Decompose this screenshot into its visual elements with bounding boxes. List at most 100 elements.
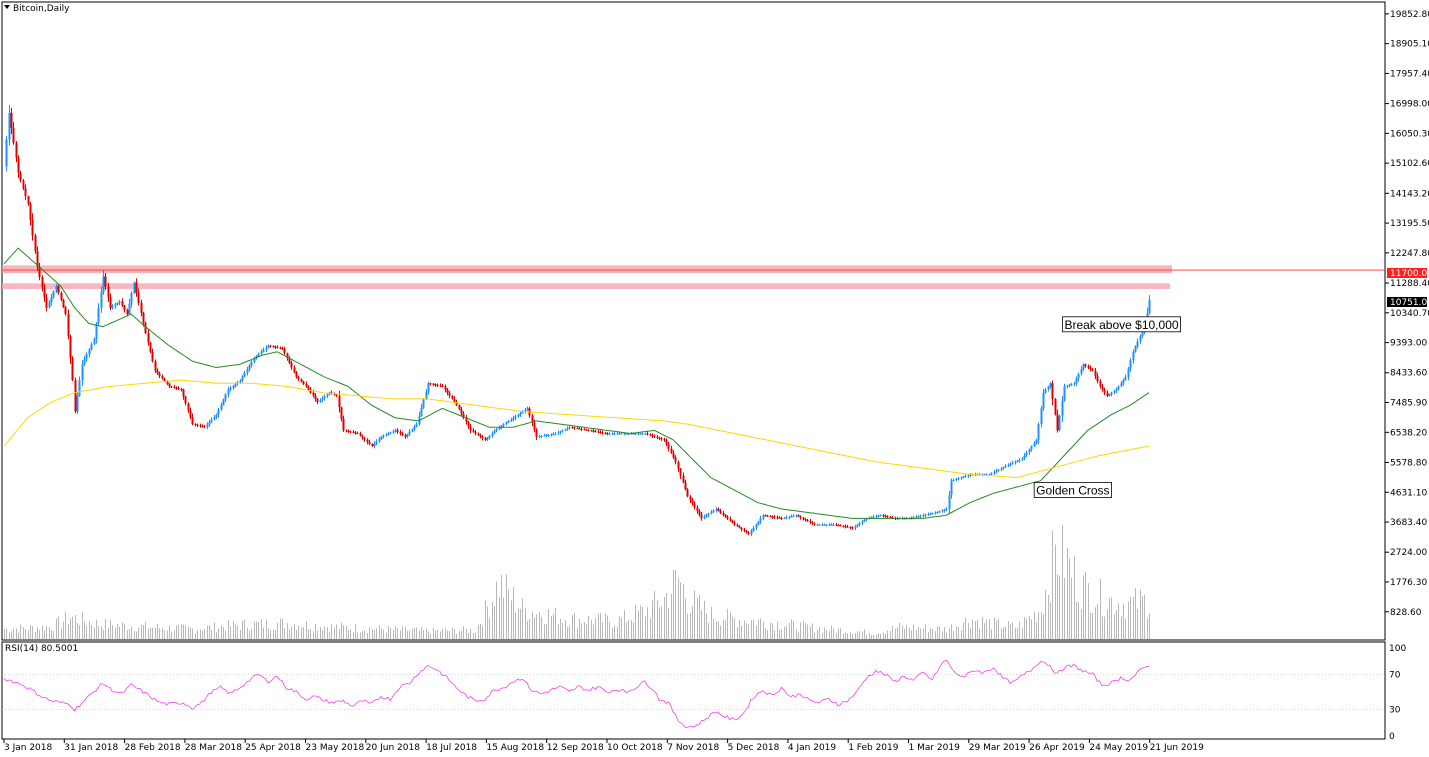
candle xyxy=(594,429,597,433)
candle xyxy=(8,105,11,146)
candle-body xyxy=(679,468,682,476)
candle xyxy=(747,531,750,536)
candle xyxy=(830,523,833,526)
candle-body xyxy=(693,503,696,508)
candle xyxy=(686,488,689,498)
annotation: Golden Cross xyxy=(1033,482,1112,498)
triangle-down-icon[interactable] xyxy=(4,5,10,9)
candle xyxy=(1099,379,1102,389)
candle xyxy=(1000,466,1003,472)
candle xyxy=(1087,364,1090,370)
candle-body xyxy=(100,292,103,308)
candle-body xyxy=(55,285,58,292)
candle xyxy=(1132,349,1135,364)
price-tick-label: 12247.80 xyxy=(1390,249,1429,259)
candle xyxy=(295,370,298,379)
candle xyxy=(300,378,303,383)
candle xyxy=(792,513,795,518)
candle-body xyxy=(210,419,213,423)
rsi-pane: 100 70 30 0 xyxy=(2,644,1406,742)
candle xyxy=(915,515,918,519)
candle-body xyxy=(288,358,291,363)
candle-body xyxy=(799,516,802,518)
candle xyxy=(319,398,322,403)
candle-body xyxy=(321,398,324,401)
candle-body xyxy=(156,370,159,374)
candle-body xyxy=(491,433,494,436)
candle-body xyxy=(618,433,621,435)
candle xyxy=(180,388,183,392)
candle-body xyxy=(408,431,411,435)
candle-body xyxy=(137,292,140,303)
time-tick-label: 5 Dec 2018 xyxy=(728,743,780,753)
candle-body xyxy=(191,417,194,425)
candle-body xyxy=(267,345,270,348)
candle-body xyxy=(429,383,432,385)
candle xyxy=(715,507,718,513)
current-price-tag-text: 10751.00 xyxy=(1390,298,1429,308)
candle-body xyxy=(637,433,640,435)
candle-body xyxy=(114,304,117,307)
candle xyxy=(993,469,996,475)
candle-body xyxy=(38,266,41,278)
candle xyxy=(288,356,291,365)
candle xyxy=(535,428,538,440)
candle-body xyxy=(656,436,659,438)
candle xyxy=(140,299,143,317)
candle-body xyxy=(392,431,395,433)
candle-body xyxy=(717,508,720,511)
candle xyxy=(69,334,72,365)
candle xyxy=(215,413,218,419)
candle xyxy=(361,434,364,440)
candle-body xyxy=(24,188,27,197)
candle-body xyxy=(703,516,706,519)
candle xyxy=(712,509,715,513)
candle xyxy=(1054,397,1057,416)
candle xyxy=(78,376,81,397)
candle xyxy=(104,272,107,291)
candle xyxy=(1115,387,1118,394)
candle xyxy=(484,436,487,442)
candle xyxy=(738,525,741,529)
annotation: Break above $10,000 xyxy=(1062,316,1181,333)
candle-body xyxy=(689,496,692,501)
candle-body xyxy=(1089,367,1092,370)
candle xyxy=(952,478,955,482)
candle xyxy=(488,434,491,440)
candle xyxy=(241,375,244,383)
candle-body xyxy=(41,277,44,288)
candle-body xyxy=(674,457,677,462)
candle-body xyxy=(265,347,268,350)
candle xyxy=(731,519,734,524)
candle xyxy=(1096,372,1099,384)
candle xyxy=(743,527,746,533)
price-axis: 19852.80 18905.10 17957.40 16998.00 16050.30… xyxy=(1385,10,1429,618)
current-price-tag xyxy=(1387,297,1427,307)
candle xyxy=(48,299,51,309)
candle-body xyxy=(253,358,256,362)
candle xyxy=(507,419,510,424)
candle-body xyxy=(672,453,675,458)
candle-body xyxy=(745,530,748,533)
candle-body xyxy=(500,425,503,428)
time-tick-label: 10 Oct 2018 xyxy=(607,743,663,753)
candle-body xyxy=(467,421,470,427)
time-tick-label: 28 Mar 2018 xyxy=(185,743,242,753)
candle xyxy=(149,341,152,354)
candle-body xyxy=(300,379,303,382)
candle xyxy=(111,304,114,310)
candle-body xyxy=(319,400,322,403)
annotations: Break above $10,000 Golden Cross xyxy=(1033,316,1181,498)
candle-body xyxy=(345,430,348,432)
candle xyxy=(790,514,793,518)
candle xyxy=(846,524,849,528)
candle-body xyxy=(773,516,776,518)
candle xyxy=(109,293,112,311)
candle-body xyxy=(151,351,154,362)
price-tick-label: 8433.60 xyxy=(1390,369,1427,379)
candle-body xyxy=(149,342,152,352)
candle xyxy=(354,430,357,435)
candle-body xyxy=(481,436,484,439)
rsi-tick-label: 100 xyxy=(1389,644,1406,654)
candle-body xyxy=(538,436,541,438)
